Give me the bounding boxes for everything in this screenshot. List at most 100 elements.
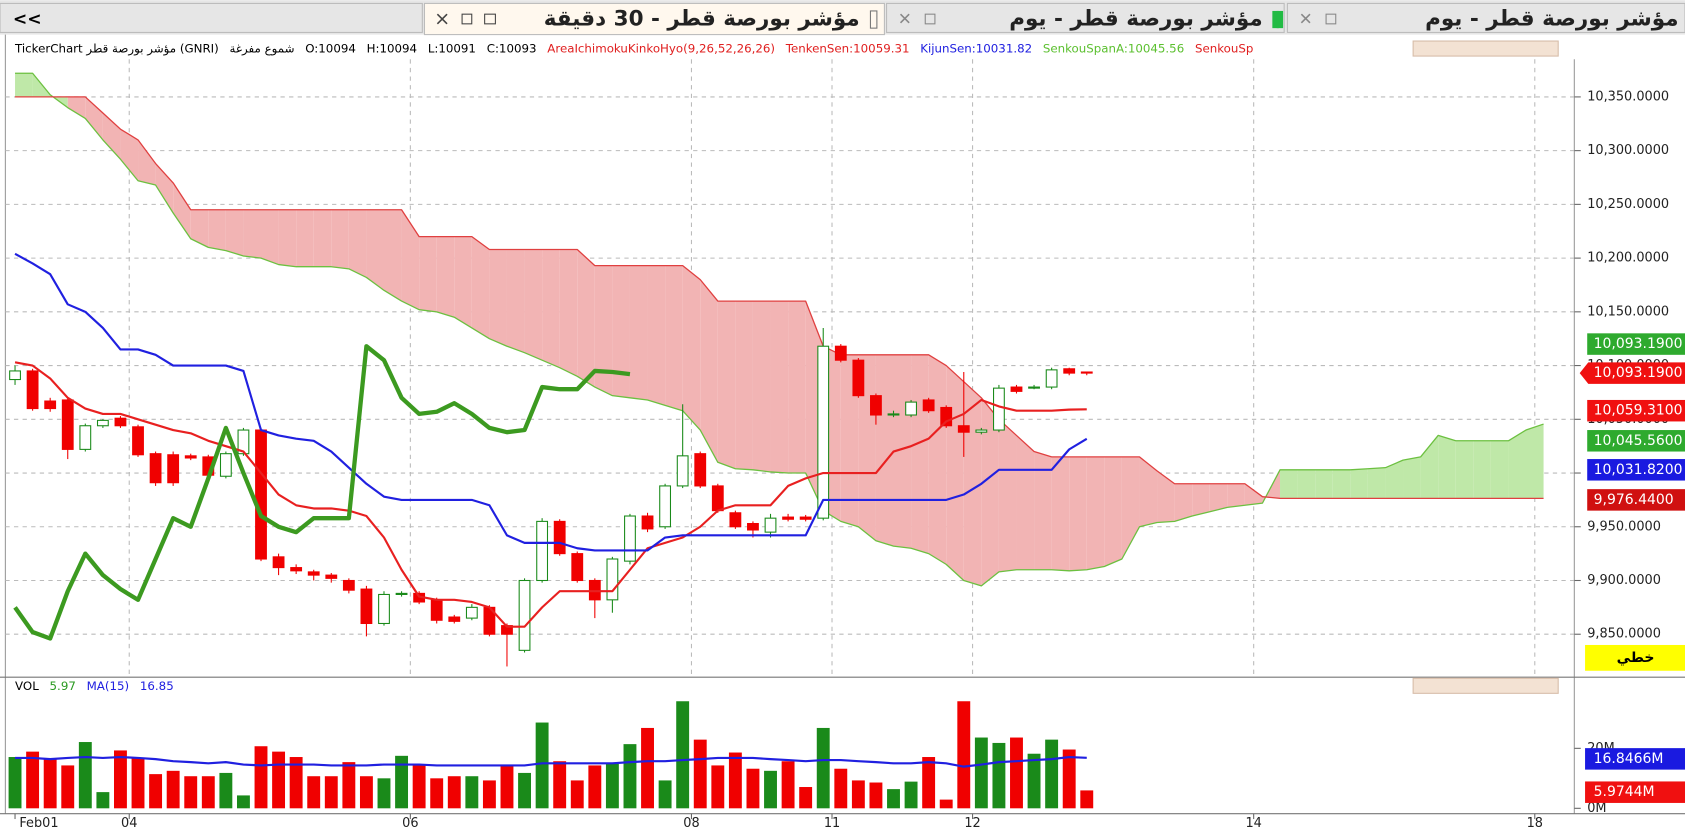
- cloud-segment: [15, 73, 33, 97]
- restore-icon[interactable]: [924, 13, 936, 25]
- volume-bar: [957, 701, 971, 809]
- cloud-segment: [1227, 483, 1245, 508]
- cloud-segment: [682, 265, 701, 431]
- legend-item: AreaIchimokuKinkoHyo(9,26,52,26,26): [547, 41, 775, 55]
- cloud-segment: [594, 265, 613, 396]
- candle-body: [1080, 371, 1093, 374]
- candle-body: [378, 593, 390, 625]
- legend-item: MA(15): [87, 678, 130, 692]
- cloud-segment: [419, 236, 437, 312]
- candle-body: [307, 571, 320, 576]
- candle-body: [342, 579, 355, 591]
- mode-label[interactable]: خطي: [1617, 650, 1655, 666]
- candle-body: [940, 406, 953, 427]
- cloud-segment: [1244, 483, 1263, 506]
- volume-bar: [728, 752, 742, 809]
- cloud-segment: [647, 265, 666, 406]
- cloud-segment: [577, 249, 595, 388]
- volume-bar: [43, 759, 57, 809]
- volume-bar: [500, 765, 514, 809]
- cloud-segment: [875, 354, 894, 547]
- candle-body: [694, 453, 707, 487]
- cloud-segment: [717, 301, 736, 469]
- pane-toolbar[interactable]: [1412, 40, 1559, 57]
- cloud-segment: [1192, 483, 1210, 517]
- cloud-segment: [138, 139, 156, 186]
- volume-bar: [570, 780, 584, 809]
- cloud-segment: [1139, 456, 1158, 527]
- cloud-segment: [1473, 440, 1491, 499]
- volume-bar: [676, 701, 690, 809]
- cloud-segment: [700, 279, 718, 463]
- x-tick-label: Feb01: [19, 816, 58, 830]
- cloud-segment: [489, 249, 507, 347]
- volume-bar: [307, 776, 321, 809]
- volume-bar: [272, 751, 286, 809]
- cloud-segment: [770, 301, 789, 474]
- tab[interactable]: [886, 2, 1285, 33]
- candle-body: [26, 370, 39, 410]
- tab-active[interactable]: [423, 2, 885, 36]
- candle-body: [764, 517, 777, 533]
- candle-body: [905, 401, 917, 416]
- volume-bar: [869, 782, 883, 809]
- price-label-box: [1587, 399, 1685, 422]
- cloud-segment: [120, 129, 139, 181]
- volume-bar: [236, 795, 250, 809]
- candle-body: [518, 579, 531, 651]
- candle-body: [465, 606, 478, 619]
- mode-box[interactable]: [1585, 644, 1685, 671]
- candle-body: [747, 522, 759, 531]
- candle-body: [782, 516, 794, 520]
- cloud-segment: [225, 209, 244, 256]
- x-tick-label: 08: [683, 816, 699, 830]
- candle-body: [448, 616, 461, 622]
- restore-icon[interactable]: [1325, 13, 1337, 25]
- close-icon[interactable]: [1300, 13, 1311, 24]
- restore-icon[interactable]: [461, 13, 473, 25]
- cloud-segment: [752, 301, 771, 472]
- candle-body: [79, 425, 92, 450]
- cloud-segment: [366, 209, 384, 291]
- legend: VOL 5.97 MA(15) 16.85: [15, 678, 174, 692]
- cloud-segment: [840, 354, 859, 527]
- cloud-segment: [1508, 430, 1526, 499]
- close-icon[interactable]: [436, 13, 448, 25]
- volume-bar: [61, 765, 75, 809]
- y-tick-label: 10,300.0000: [1587, 143, 1669, 158]
- tab-overflow-label[interactable]: <<: [13, 10, 42, 30]
- volume-bar: [166, 770, 180, 809]
- volume-bar: [1062, 749, 1076, 809]
- volume-bar: [447, 776, 461, 809]
- candle-body: [870, 395, 882, 416]
- candle-body: [149, 453, 162, 484]
- tab-title[interactable]: مؤشر بورصة قطر - يوم: [1425, 7, 1678, 32]
- legend-item: SenkouSp: [1195, 41, 1253, 55]
- tab-title[interactable]: مؤشر بورصة قطر - 30 دقيقة: [544, 7, 860, 32]
- cloud-segment: [1420, 435, 1439, 499]
- pane-toolbar[interactable]: [1412, 677, 1559, 694]
- cloud-segment: [1157, 470, 1175, 523]
- volume-bar: [359, 776, 373, 809]
- candle-body: [641, 515, 654, 530]
- close-icon[interactable]: [899, 13, 910, 24]
- cloud-segment: [928, 354, 947, 565]
- cloud-segment: [788, 301, 806, 474]
- detach-icon[interactable]: [484, 13, 496, 25]
- volume-bar: [1027, 753, 1041, 809]
- cloud-segment: [208, 209, 226, 251]
- cloud-segment: [1297, 469, 1316, 499]
- cloud-segment: [1051, 456, 1070, 571]
- candle-body: [536, 520, 549, 582]
- volume-bar: [535, 722, 549, 809]
- indicator-line: [14, 361, 1087, 628]
- x-tick-label: 06: [402, 816, 418, 830]
- candle-body: [9, 370, 21, 381]
- candle-body: [1063, 368, 1076, 374]
- cloud-segment: [454, 236, 472, 328]
- cloud-segment: [348, 209, 367, 278]
- tab-title[interactable]: مؤشر بورصة قطر - يوم: [1009, 7, 1262, 32]
- tab-overflow[interactable]: [0, 2, 423, 33]
- volume-bar: [114, 750, 127, 809]
- price-label: 10,093.1900: [1594, 365, 1683, 381]
